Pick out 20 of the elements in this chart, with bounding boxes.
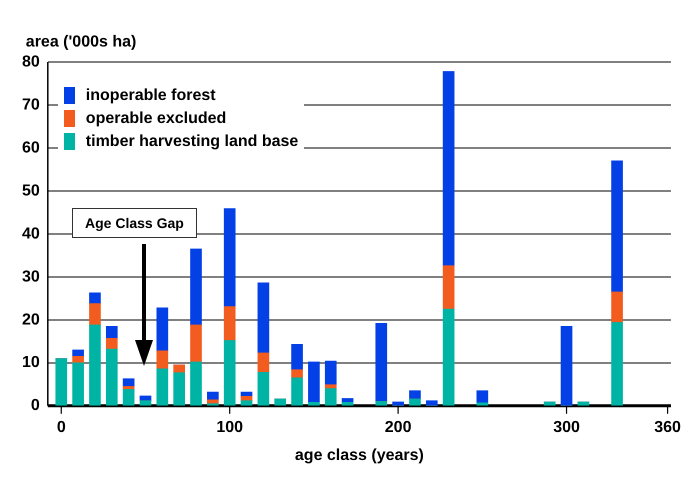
x-tick-label: 200	[384, 418, 412, 436]
x-tick-label: 360	[654, 418, 682, 436]
y-tick-label: 40	[22, 225, 40, 242]
x-tick-label: 100	[216, 418, 244, 436]
legend-label: operable excluded	[86, 110, 226, 128]
y-tick-label: 10	[22, 354, 40, 372]
x-tick-label: 300	[553, 418, 580, 436]
y-tick-label: 20	[22, 311, 40, 328]
y-tick-label: 70	[22, 96, 40, 114]
y-tick-label: 50	[22, 182, 40, 200]
y-tick-label: 30	[22, 268, 40, 286]
x-axis-title: age class (years)	[294, 447, 424, 464]
y-tick-label: 60	[22, 139, 40, 156]
annotation: Age Class Gap	[72, 208, 197, 238]
y-axis-title: area ('000s ha)	[26, 33, 136, 50]
y-tick-label: 0	[30, 397, 40, 414]
x-tick-label: 0	[56, 418, 66, 436]
y-tick-label: 80	[22, 53, 40, 70]
legend-label: timber harvesting land base	[86, 132, 298, 150]
legend-label: inoperable forest	[86, 86, 216, 104]
